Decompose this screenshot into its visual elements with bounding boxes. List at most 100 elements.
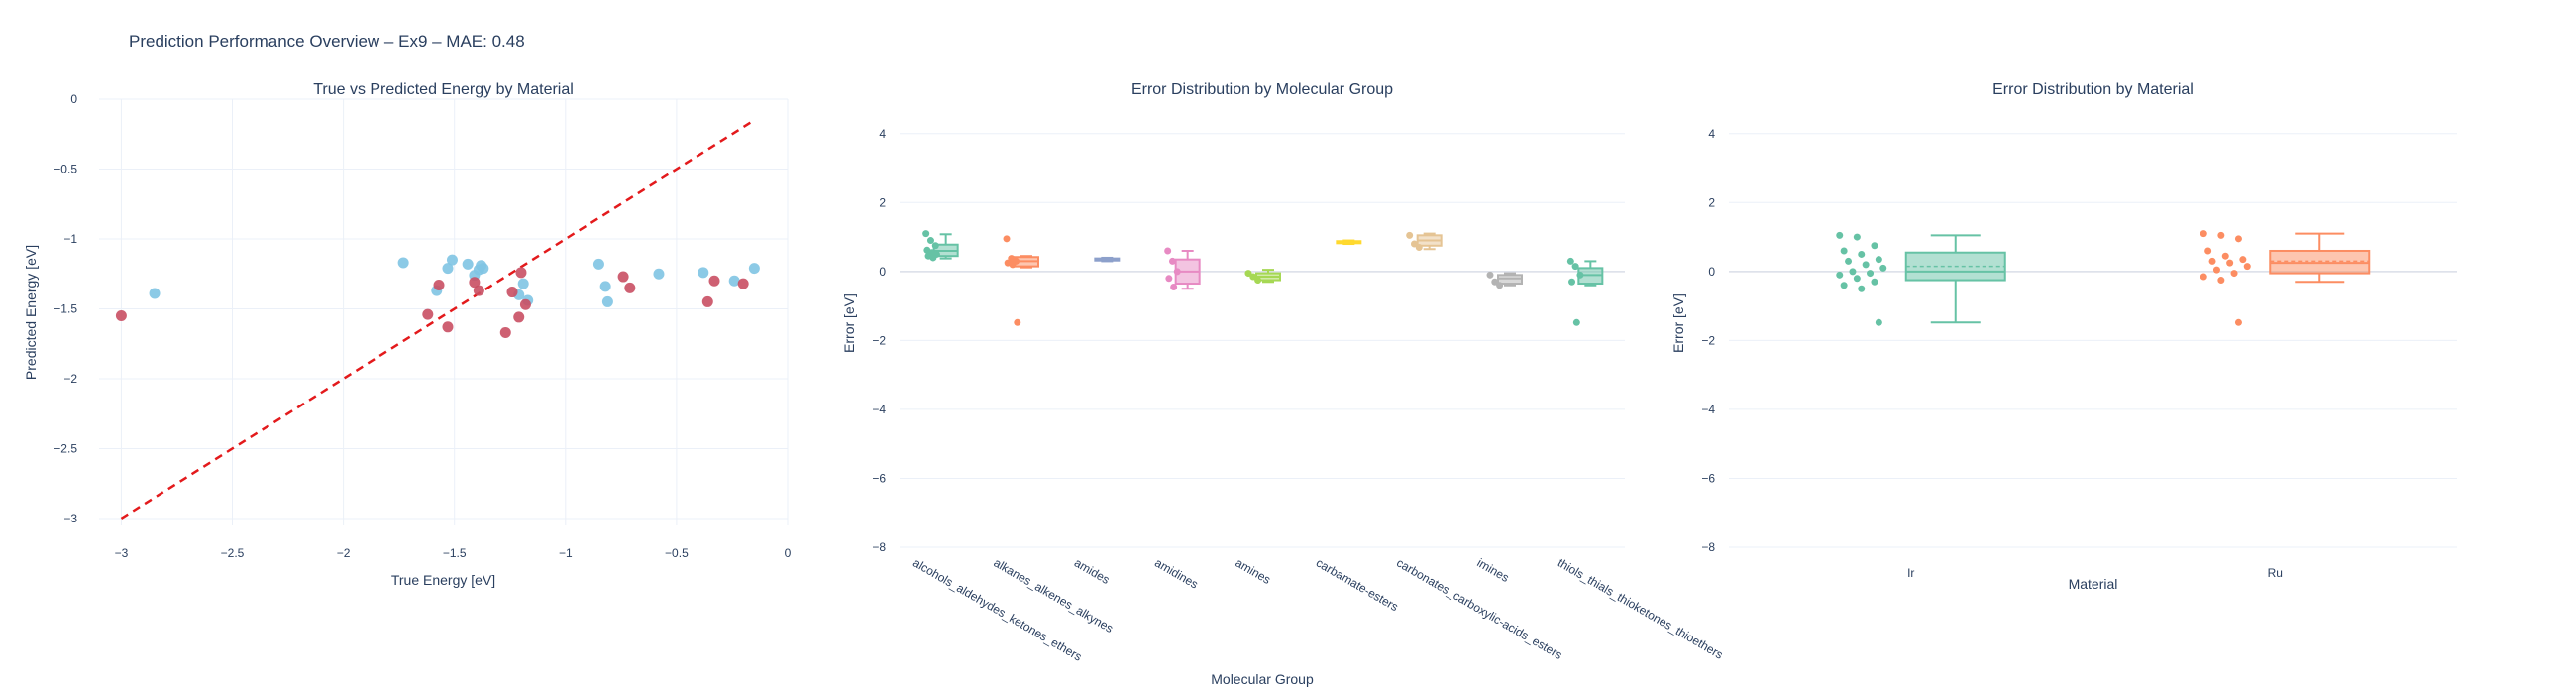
x-tick-label: amides <box>1072 555 1113 586</box>
scatter-point-ir <box>517 278 529 289</box>
material-box-panel-y-label: Error [eV] <box>1670 293 1686 353</box>
x-tick-label: carbamate-esters <box>1314 555 1401 614</box>
y-tick-label: −0.5 <box>54 162 77 175</box>
y-tick-label: −2 <box>872 333 886 347</box>
box-point <box>1862 261 1870 269</box>
y-tick-label: −2 <box>1701 333 1715 347</box>
y-tick-label: −4 <box>1701 403 1715 416</box>
x-tick-label: imines <box>1475 555 1512 584</box>
box-point <box>1168 257 1176 265</box>
scatter-y-label: Predicted Energy [eV] <box>23 245 39 380</box>
scatter-point-ir <box>478 263 489 275</box>
box-point <box>1576 271 1584 279</box>
x-tick-label: amidines <box>1152 555 1201 591</box>
y-tick-label: −8 <box>872 540 886 554</box>
y-tick-label: 4 <box>1708 127 1715 141</box>
scatter-point-ru <box>515 267 527 279</box>
box-point <box>1003 235 1011 243</box>
box-point <box>929 254 937 262</box>
box-point <box>1867 270 1875 278</box>
box-point <box>926 237 934 245</box>
scatter-point-ir <box>601 295 613 307</box>
y-tick-label: −1 <box>63 232 77 246</box>
y-tick-label: −4 <box>872 403 886 416</box>
scatter-point-ru <box>422 308 434 320</box>
box-point <box>2200 230 2207 238</box>
box-point <box>1406 231 1414 239</box>
scatter-point-ir <box>442 263 454 275</box>
box-point <box>2200 273 2207 281</box>
y-tick-label: 0 <box>1708 265 1715 279</box>
x-tick-label: amines <box>1234 555 1274 586</box>
y-tick-label: −2 <box>63 372 77 386</box>
x-tick-label: −2.5 <box>221 546 245 560</box>
scatter-point-ir <box>748 263 760 275</box>
x-tick-label: −2 <box>337 546 351 560</box>
box-point <box>1170 283 1178 290</box>
scatter-x-label: True Energy [eV] <box>391 572 495 588</box>
scatter-title: True vs Predicted Energy by Material <box>313 81 574 98</box>
box-point <box>1496 282 1504 289</box>
scatter-panel: −3 −2.5 −2 −1.5 −1 −0.5 0 0 −0.5 −1 −1.5 −2 −2.5 −3 Tr… <box>23 81 792 588</box>
parity-line <box>120 120 753 520</box>
x-tick-label: thiols_thials_thioketones_thioethers <box>1556 555 1726 661</box>
x-tick-label: Ru <box>2268 566 2283 580</box>
box-point <box>1244 270 1252 278</box>
scatter-point-ir <box>462 258 474 270</box>
box-point <box>922 230 930 238</box>
x-tick-label: Ir <box>1907 566 1914 580</box>
box-point <box>1491 278 1499 286</box>
group-box-panel: 4 2 0 −2 −4 −6 −8 Error Distribution by Molecul… <box>841 81 1725 687</box>
x-tick-label: −1 <box>559 546 573 560</box>
box-point <box>1871 278 1878 286</box>
box-point <box>2234 235 2242 243</box>
scatter-point-ir <box>446 254 458 266</box>
box-point <box>2234 318 2242 326</box>
box-point <box>1254 277 1262 285</box>
box-point <box>1571 263 1579 271</box>
scatter-point-ru <box>473 285 484 296</box>
box-point <box>1410 240 1418 248</box>
figure-title: Prediction Performance Overview – Ex9 – … <box>129 32 525 51</box>
box-point <box>1415 244 1423 252</box>
box-point <box>1572 318 1580 326</box>
x-tick-label: carbonates_carboxylic-acids_esters <box>1394 555 1564 662</box>
x-tick-label: −1.5 <box>443 546 467 560</box>
box-point <box>1840 247 1848 255</box>
scatter-point-ir <box>397 257 409 269</box>
y-tick-label: −8 <box>1701 540 1715 554</box>
y-tick-label: −2.5 <box>54 441 77 455</box>
box-point <box>2204 247 2212 255</box>
scatter-point-ir <box>592 258 604 270</box>
box-point <box>2221 252 2229 260</box>
box-point <box>2217 277 2225 285</box>
box-point <box>1879 264 1887 272</box>
box-point <box>1849 268 1857 276</box>
y-tick-label: −6 <box>872 471 886 485</box>
scatter-point-ru <box>433 280 445 291</box>
box-point <box>1568 278 1576 286</box>
box-point <box>1875 318 1882 326</box>
x-tick-label: 0 <box>785 546 792 560</box>
y-tick-label: 2 <box>1708 195 1715 209</box>
box-point <box>1875 256 1882 264</box>
box-point <box>2217 231 2225 239</box>
box-point <box>1486 271 1494 279</box>
group-box-panel-y-label: Error [eV] <box>841 293 857 353</box>
material-box-panel-x-label: Material <box>2069 576 2118 592</box>
box-point <box>1858 285 1866 292</box>
box-point <box>1249 273 1257 281</box>
group-box-panel-title: Error Distribution by Molecular Group <box>1131 81 1393 98</box>
scatter-point-ru <box>737 278 749 289</box>
material-box-panel: 4 2 0 −2 −4 −6 −8 Error Distribution by Materia… <box>1670 81 2457 592</box>
y-tick-label: 0 <box>70 92 77 106</box>
box-point <box>2212 266 2220 274</box>
scatter-point-ru <box>519 298 531 310</box>
box-point <box>931 242 939 250</box>
x-tick-label: −0.5 <box>665 546 689 560</box>
box-point <box>1014 318 1021 326</box>
box-point <box>2230 270 2238 278</box>
box-point <box>1836 231 1844 239</box>
